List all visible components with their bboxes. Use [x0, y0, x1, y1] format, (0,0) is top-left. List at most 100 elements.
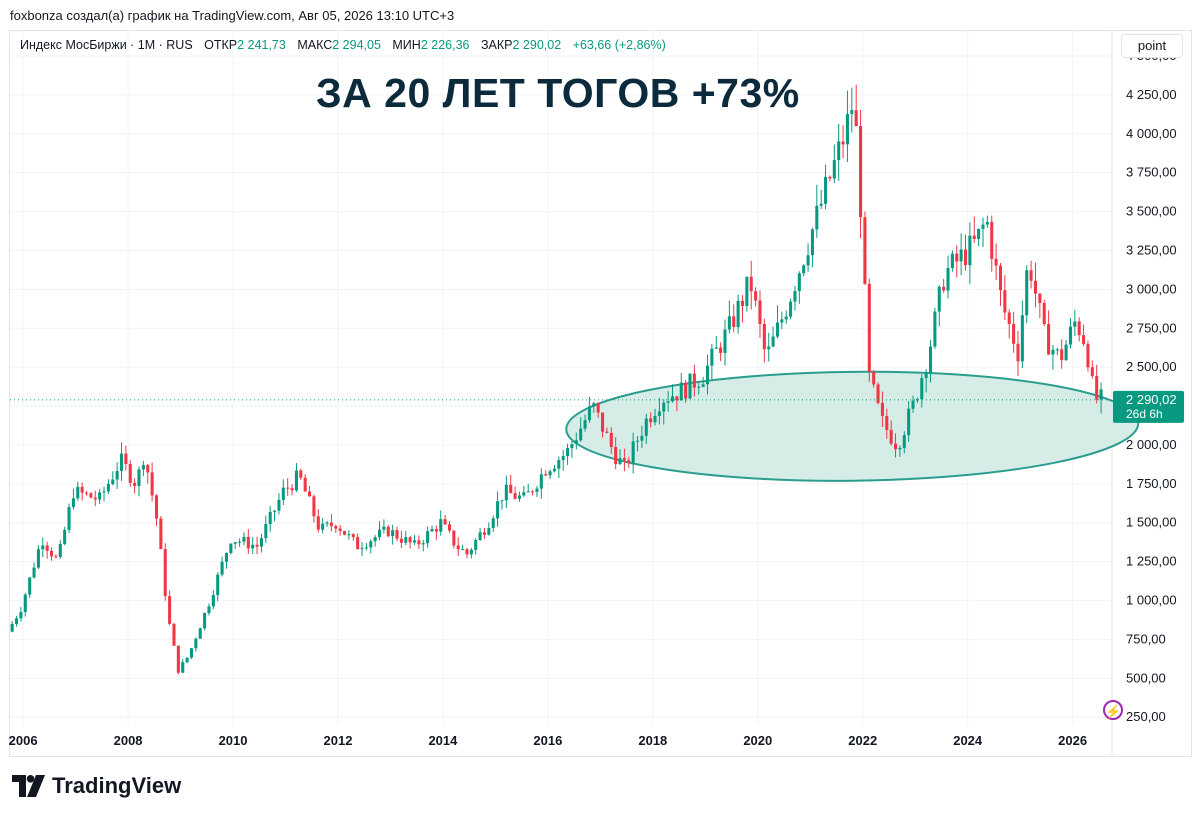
candle-body — [867, 283, 871, 372]
open-label: ОТКР — [204, 38, 238, 52]
y-tick-label: 4 250,00 — [1126, 87, 1177, 102]
candle-body — [286, 487, 290, 489]
candle-body — [740, 300, 745, 306]
candle-body — [749, 276, 753, 292]
candle-body — [439, 519, 443, 532]
candle-body — [246, 536, 250, 549]
x-tick-label: 2024 — [953, 733, 983, 748]
candle-body — [574, 440, 578, 445]
candle-body — [640, 435, 644, 441]
candle-body — [771, 336, 775, 347]
candle-body — [36, 549, 40, 568]
candle-body — [955, 253, 959, 262]
candle-body — [102, 491, 106, 493]
candle-body — [780, 319, 784, 323]
candle-body — [526, 491, 530, 493]
candle-body — [224, 552, 228, 562]
candle-body — [308, 491, 312, 497]
candle-body — [23, 594, 27, 613]
candle-body — [233, 542, 237, 544]
high-value: 2 294,05 — [332, 38, 381, 52]
candle-body — [517, 495, 521, 499]
candle-body — [338, 528, 342, 532]
candle-body — [50, 550, 54, 557]
support-ellipse — [565, 369, 1140, 484]
candle-body — [653, 415, 657, 423]
candle-body — [452, 530, 456, 546]
y-tick-label: 2 750,00 — [1126, 320, 1177, 335]
unit-button[interactable]: point — [1121, 34, 1183, 58]
candle-body — [885, 416, 889, 430]
y-tick-label: 750,00 — [1126, 631, 1166, 646]
candle-body — [850, 110, 854, 114]
y-tick-label: 1 250,00 — [1126, 554, 1177, 569]
candle-body — [334, 526, 338, 529]
x-tick-label: 2008 — [114, 733, 143, 748]
candle-body — [670, 396, 675, 402]
candle-body — [920, 378, 924, 400]
candle-body — [622, 458, 626, 461]
candle-body — [548, 471, 552, 476]
candle-body — [898, 447, 902, 450]
candle-body — [369, 541, 373, 548]
candle-body — [810, 229, 814, 256]
x-tick-label: 2016 — [533, 733, 562, 748]
candle-body — [290, 488, 294, 491]
candle-body — [736, 300, 740, 328]
candle-body — [211, 595, 215, 607]
close-label: ЗАКР — [480, 38, 513, 52]
candle-body — [194, 638, 198, 649]
candle-body — [316, 516, 320, 530]
candle-body — [360, 548, 364, 550]
x-tick-label: 2006 — [9, 733, 38, 748]
candle-body — [714, 347, 718, 349]
candle-body — [911, 400, 915, 409]
candle-body — [1029, 270, 1033, 281]
candle-body — [382, 526, 386, 530]
candle-body — [968, 235, 972, 266]
candle-body — [28, 577, 32, 595]
candle-body — [1064, 344, 1068, 361]
candle-body — [229, 543, 233, 553]
candle-body — [255, 544, 259, 547]
candle-body — [168, 596, 172, 624]
symbol-name[interactable]: Индекс МосБиржи · 1М · RUS — [20, 38, 193, 52]
candle-body — [84, 492, 89, 494]
candle-body — [872, 371, 876, 385]
candle-body — [539, 474, 543, 489]
y-tick-label: 3 250,00 — [1126, 242, 1177, 257]
candle-body — [727, 316, 731, 330]
candle-body — [928, 346, 933, 373]
candle-body — [115, 470, 119, 480]
candle-body — [522, 492, 526, 496]
candle-body — [832, 160, 836, 179]
candle-body — [854, 110, 858, 127]
support-ellipse-shape[interactable] — [565, 369, 1140, 484]
candle-body — [793, 291, 797, 302]
candle-body — [841, 141, 845, 145]
candle-body — [491, 518, 495, 529]
candle-body — [1047, 324, 1051, 355]
candle-body — [251, 544, 255, 549]
candle-body — [41, 545, 45, 550]
candle-body — [408, 537, 412, 543]
candle-body — [421, 543, 425, 545]
candle-body — [710, 348, 714, 366]
candle-body — [364, 547, 368, 549]
candle-body — [614, 446, 618, 465]
y-tick-label: 3 750,00 — [1126, 165, 1177, 180]
candle-body — [373, 537, 377, 542]
flash-icon[interactable]: ⚡ — [1103, 700, 1123, 720]
candle-body — [207, 606, 211, 614]
candle-body — [990, 221, 994, 259]
candle-body — [430, 529, 434, 532]
candle-body — [356, 537, 360, 550]
candle-body — [719, 347, 723, 353]
candle-body — [924, 372, 928, 379]
x-tick-label: 2014 — [428, 733, 458, 748]
y-tick-label: 1 750,00 — [1126, 476, 1177, 491]
candle-body — [273, 510, 277, 512]
candle-body — [662, 402, 666, 412]
candle-body — [377, 529, 382, 538]
